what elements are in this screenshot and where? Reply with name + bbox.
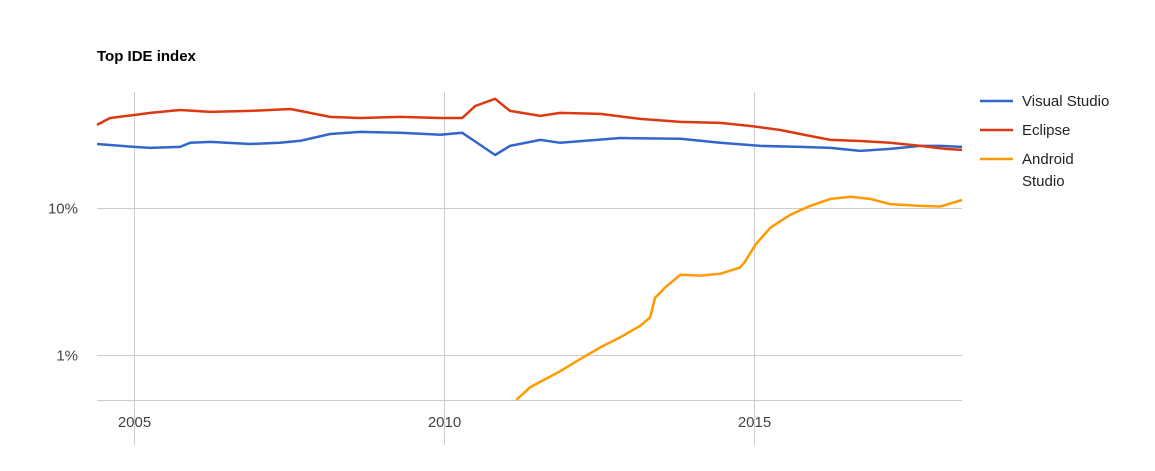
x-tick-label: 2010 [428, 414, 461, 431]
chart-title: Top IDE index [97, 48, 197, 65]
x-tick-label: 2005 [118, 414, 151, 431]
legend-label: Visual Studio [1022, 93, 1109, 110]
legend-item[interactable]: Visual Studio [980, 93, 1109, 110]
legend-item[interactable]: Eclipse [980, 122, 1070, 139]
legend-label: Eclipse [1022, 122, 1070, 139]
series-line-visual-studio [96, 130, 963, 157]
x-tick-label: 2015 [738, 414, 771, 431]
legend-item[interactable]: Android Studio [980, 151, 1074, 190]
legend-label: Android Studio [1022, 151, 1074, 190]
series-line-android-studio [515, 195, 963, 401]
y-tick-label: 10% [48, 201, 78, 218]
series-line-eclipse [96, 97, 963, 152]
y-tick-label: 1% [56, 348, 78, 365]
